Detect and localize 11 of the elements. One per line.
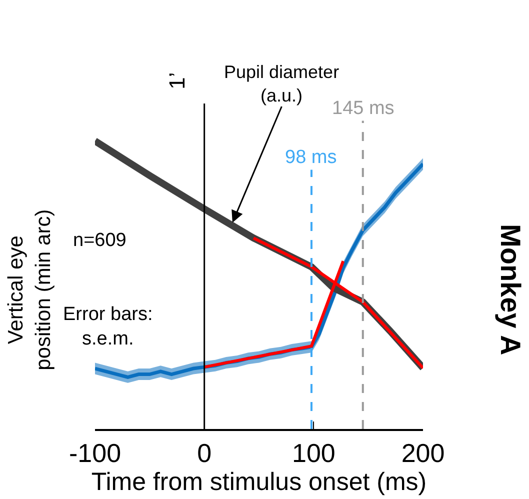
x-tick-label: 200 — [401, 438, 445, 468]
text: 1’ — [164, 72, 190, 90]
annotation: Error bars: s.e.m. — [63, 304, 153, 350]
y-axis-title: Vertical eye position (min arc) — [4, 209, 55, 370]
x-tick-label: 100 — [292, 438, 336, 468]
x-axis-title: Time from stimulus onset (ms) — [91, 468, 427, 496]
ref-line-label: 98 ms — [285, 147, 337, 168]
text: Monkey A — [494, 224, 526, 356]
annotation: n=609 — [73, 230, 126, 251]
x-tick-label: -100 — [68, 438, 122, 468]
x-tick-label: 0 — [197, 438, 212, 468]
